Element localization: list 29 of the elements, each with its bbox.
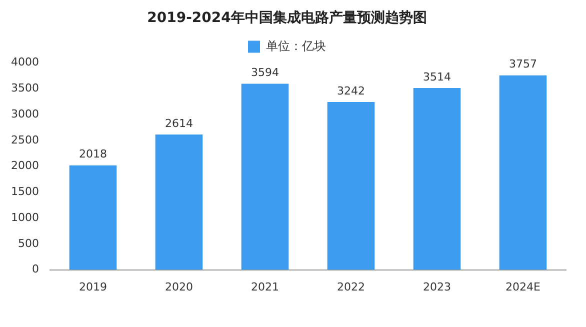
data-label: 3594 xyxy=(250,66,279,80)
data-label: 2018 xyxy=(78,148,107,161)
x-tick-label: 2021 xyxy=(250,280,279,294)
bar xyxy=(155,134,203,270)
data-label: 2614 xyxy=(164,116,193,130)
legend-label: 单位：亿块 xyxy=(266,38,326,53)
bar xyxy=(499,75,547,270)
y-tick-label: 1000 xyxy=(10,210,39,224)
bar xyxy=(327,102,375,270)
bar xyxy=(413,88,461,270)
y-tick-label: 1500 xyxy=(10,185,39,198)
y-tick-label: 3000 xyxy=(10,107,39,120)
x-tick-label: 2023 xyxy=(423,280,451,294)
data-label: 3757 xyxy=(509,58,537,71)
y-tick-label: 2000 xyxy=(10,159,39,172)
y-tick-label: 0 xyxy=(32,262,39,276)
x-tick-label: 2019 xyxy=(78,280,107,294)
y-tick-label: 3500 xyxy=(10,82,39,95)
y-tick-label: 2500 xyxy=(10,133,39,146)
bar xyxy=(69,165,117,270)
chart-title: 2019-2024年中国集成电路产量预测趋势图 xyxy=(147,9,427,26)
data-label: 3242 xyxy=(337,84,365,98)
bar xyxy=(241,84,289,270)
data-label: 3514 xyxy=(423,70,451,84)
x-tick-label: 2020 xyxy=(164,280,193,294)
y-tick-label: 4000 xyxy=(10,56,39,69)
x-tick-label: 2022 xyxy=(337,280,365,294)
x-tick-label: 2024E xyxy=(506,280,541,294)
y-tick-label: 500 xyxy=(18,236,39,250)
